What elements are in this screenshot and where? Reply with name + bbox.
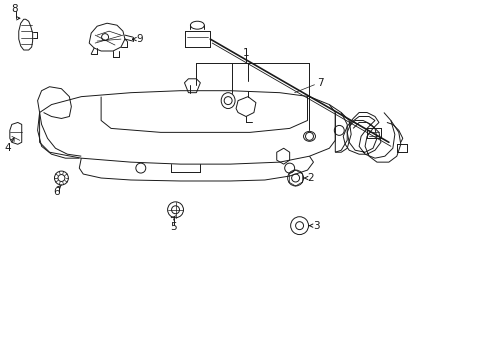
Text: 8: 8 xyxy=(11,4,18,14)
Text: 9: 9 xyxy=(137,34,144,44)
Text: 5: 5 xyxy=(171,222,177,231)
Text: 3: 3 xyxy=(314,221,320,231)
Text: 2: 2 xyxy=(308,173,314,183)
Text: 6: 6 xyxy=(53,187,60,197)
Text: 4: 4 xyxy=(5,143,11,153)
Text: 7: 7 xyxy=(318,78,324,88)
Text: 1: 1 xyxy=(243,48,249,58)
